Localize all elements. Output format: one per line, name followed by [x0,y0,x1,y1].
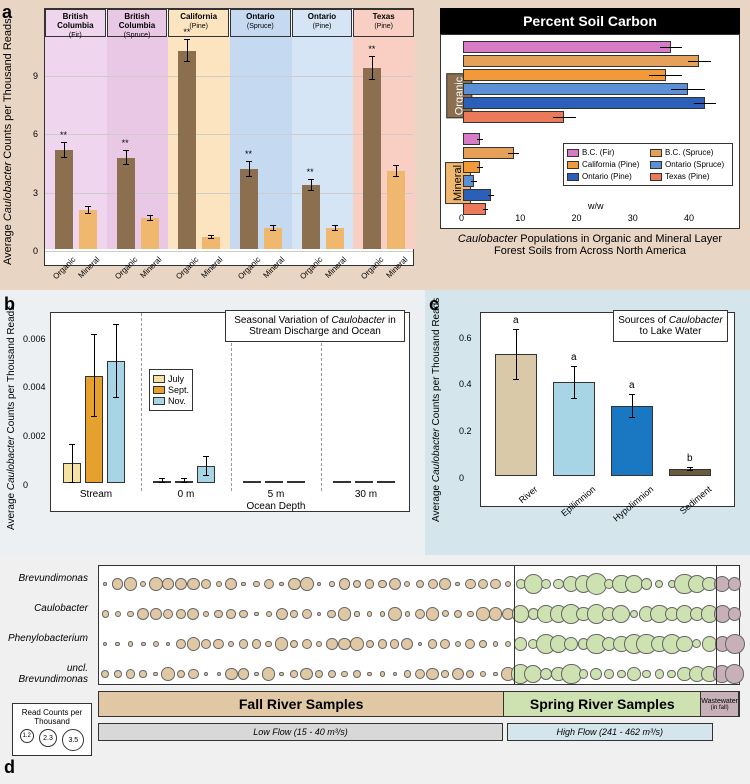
ww-label: Wastewater(in fall) [701,692,739,716]
sample-bar: Fall River Samples Spring River Samples … [98,691,740,717]
low-flow: Low Flow (15 - 40 m³/s) [98,723,503,741]
panel-b: b Average Caulobacter Counts per Thousan… [0,290,425,555]
panel-c: c Average Caulobacter Counts per Thousan… [425,290,750,555]
panel-d-label: d [4,757,15,778]
chart-a-right: Percent Soil Carbon OrganicMineral010203… [440,8,740,266]
high-flow: High Flow (241 - 462 m³/s) [507,723,713,741]
dot-plot [98,565,740,685]
carbon-title: Percent Soil Carbon [440,8,740,34]
panel-d: d BrevundimonasCaulobacterPhenylobacteri… [0,555,750,784]
spring-label: Spring River Samples [504,692,701,716]
chart-b: 00.0020.0040.006Stream0 m5 m30 mOcean De… [50,312,410,512]
panel-c-ylabel: Average Caulobacter Counts per Thousand … [431,298,442,522]
carbon-plot: OrganicMineral010203040w/wB.C. (Fir)B.C.… [440,34,740,229]
read-legend-title: Read Counts per Thousand [17,708,87,726]
panel-b-ylabel: Average Caulobacter Counts per Thousand … [6,306,17,530]
panel-b-title: Seasonal Variation of Caulobacter in Str… [225,310,405,342]
flow-bar: Low Flow (15 - 40 m³/s) High Flow (241 -… [98,723,740,741]
row-bc: b Average Caulobacter Counts per Thousan… [0,290,750,555]
chart-a-left: British Columbia(Fir)British Columbia(Sp… [44,8,414,266]
panel-a-caption: Caulobacter Populations in Organic and M… [440,229,740,261]
panel-c-title: Sources of Caulobacter to Lake Water [613,310,728,342]
fall-label: Fall River Samples [99,692,504,716]
panel-a: a Average Caulobacter Counts per Thousan… [0,0,750,290]
read-legend: Read Counts per Thousand 1.2 2.3 3.5 [12,703,92,756]
panel-a-ylabel: Average Caulobacter Counts per Thousand … [2,18,14,265]
